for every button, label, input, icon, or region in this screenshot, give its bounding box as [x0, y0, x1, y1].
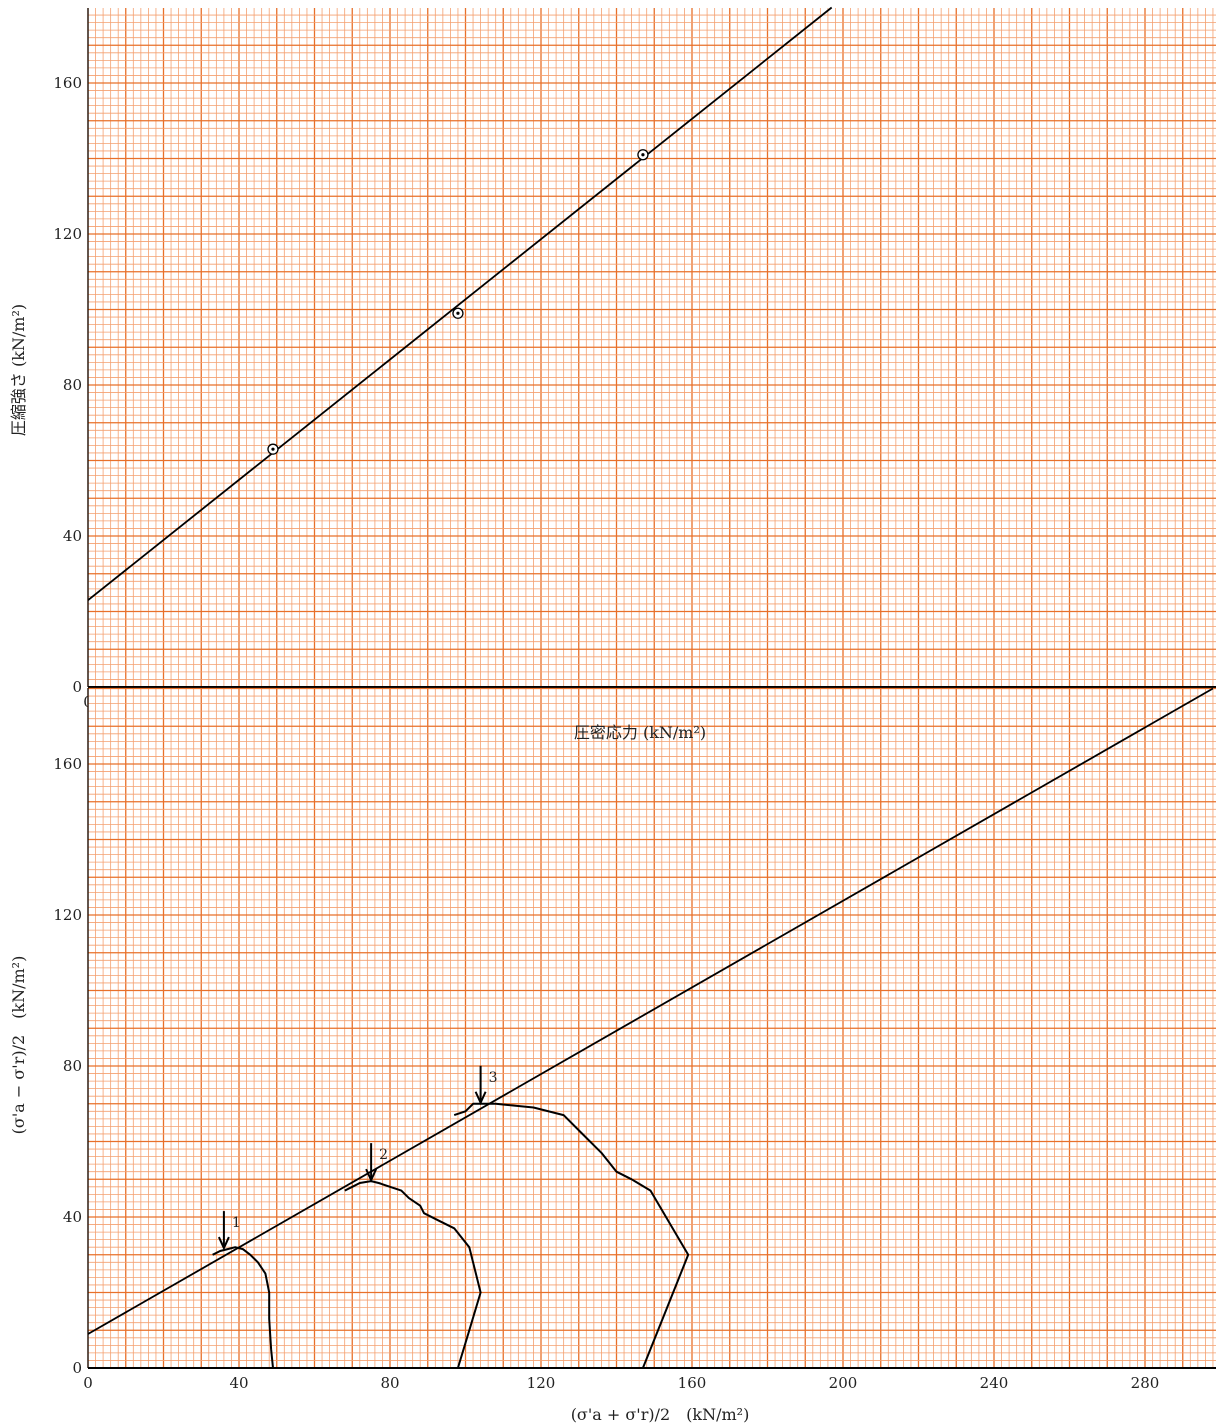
- top-y-tick-label: 80: [63, 376, 82, 394]
- arrow-head-2: [365, 1168, 378, 1183]
- top-x-axis-title: 圧密応力 (kN/m²): [574, 723, 706, 742]
- bottom-x-tick-label: 0: [83, 1374, 93, 1392]
- fit-line: [87, 6, 833, 601]
- bottom-chart-panel: 0 40 80 120 160 200 240 280 0 40 80 120 160 1 2 3: [53, 687, 1216, 1392]
- data-point-center: [271, 447, 275, 451]
- bottom-x-tick-label: 160: [678, 1374, 707, 1392]
- data-point-center: [641, 153, 645, 157]
- top-y-axis-title: 圧縮強さ (kN/m²): [9, 304, 28, 436]
- arrow-head-3: [474, 1091, 487, 1106]
- bottom-y-tick-label: 0: [72, 1359, 82, 1377]
- bottom-x-tick-label: 200: [829, 1374, 858, 1392]
- bottom-x-tick-label: 240: [980, 1374, 1009, 1392]
- bottom-x-axis-title: (σ'a + σ'r)/2 (kN/m²): [571, 1405, 750, 1424]
- bottom-y-tick-label: 40: [63, 1208, 82, 1226]
- top-y-tick-label: 160: [53, 74, 82, 92]
- stress-path-label-1: 1: [232, 1215, 241, 1231]
- data-point-center: [456, 311, 460, 315]
- failure-envelope-line: [87, 687, 1214, 1335]
- bottom-y-tick-label: 80: [63, 1057, 82, 1075]
- stress-path-3: [453, 1102, 690, 1369]
- bottom-x-tick-label: 120: [527, 1374, 556, 1392]
- bottom-x-tick-label: 40: [229, 1374, 248, 1392]
- top-y-tick-label: 120: [53, 225, 82, 243]
- arrow-head-1: [217, 1236, 230, 1251]
- top-y-tick-label: 40: [63, 527, 82, 545]
- top-y-tick-label: 0: [72, 678, 82, 696]
- stress-path-label-3: 3: [489, 1070, 498, 1086]
- bottom-y-axis-title: (σ'a − σ'r)/2 (kN/m²): [9, 956, 28, 1135]
- stress-path-2: [344, 1180, 482, 1369]
- bottom-y-tick-label: 120: [53, 906, 82, 924]
- bottom-grid: [87, 687, 1216, 1369]
- bottom-y-tick-label: 160: [53, 755, 82, 773]
- bottom-x-tick-label: 280: [1131, 1374, 1160, 1392]
- bottom-x-tick-label: 80: [380, 1374, 399, 1392]
- stress-path-label-2: 2: [379, 1147, 388, 1163]
- stress-path-1: [212, 1246, 274, 1369]
